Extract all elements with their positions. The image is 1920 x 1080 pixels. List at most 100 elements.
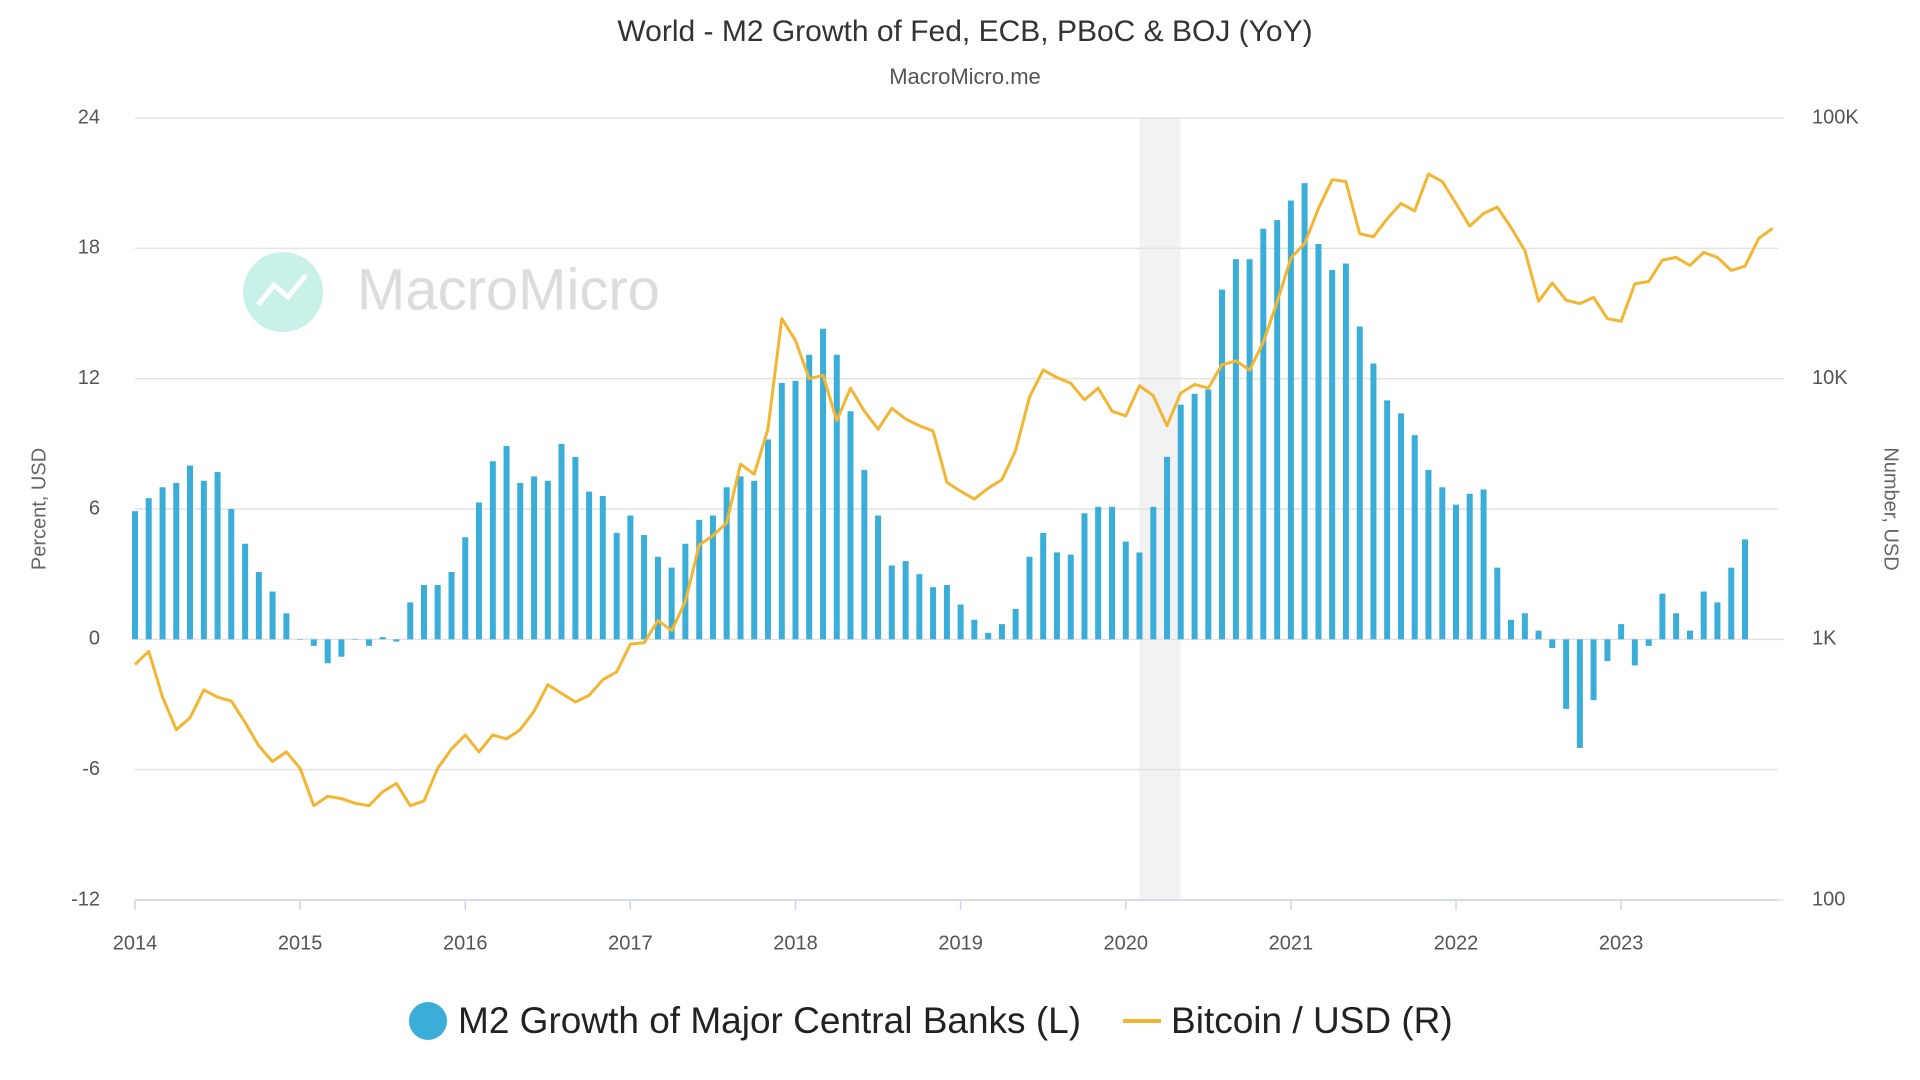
bar xyxy=(200,480,207,640)
x-tick-label: 2022 xyxy=(1434,932,1479,954)
bar xyxy=(1645,639,1652,646)
bar xyxy=(943,585,950,640)
bar xyxy=(1673,613,1680,640)
bar xyxy=(957,604,964,640)
bar xyxy=(627,515,634,640)
bar xyxy=(847,411,854,640)
bar xyxy=(1590,639,1597,701)
bar xyxy=(833,354,840,640)
chart-title: World - M2 Growth of Fed, ECB, PBoC & BO… xyxy=(617,15,1312,48)
bar xyxy=(283,613,290,640)
watermark: MacroMicro xyxy=(357,257,660,322)
bar xyxy=(985,632,992,640)
bar xyxy=(751,480,758,640)
x-tick-label: 2016 xyxy=(443,932,488,954)
bar xyxy=(214,472,221,640)
bar xyxy=(1260,228,1267,640)
y-tick-label: 0 xyxy=(89,628,100,650)
bar xyxy=(613,532,620,640)
bar xyxy=(1329,270,1336,640)
bar xyxy=(1081,513,1088,640)
bar xyxy=(778,383,785,640)
bar xyxy=(1507,619,1514,640)
bar-series xyxy=(132,183,1748,748)
bar xyxy=(1549,639,1556,649)
bar xyxy=(1342,263,1349,640)
bar xyxy=(861,469,868,640)
bar xyxy=(1246,259,1253,640)
bar xyxy=(1122,541,1129,640)
bar xyxy=(434,585,441,640)
bar xyxy=(159,487,166,640)
bar xyxy=(1136,552,1143,640)
bar xyxy=(1521,613,1528,640)
bar xyxy=(255,571,262,640)
bar xyxy=(558,443,565,640)
bar xyxy=(572,456,579,640)
legend-marker xyxy=(409,1002,447,1040)
bar xyxy=(1700,591,1707,640)
bar xyxy=(489,461,496,640)
bar xyxy=(930,587,937,640)
bar xyxy=(916,574,923,640)
bar xyxy=(806,354,813,640)
bar xyxy=(420,585,427,640)
bar xyxy=(1012,608,1019,640)
bar xyxy=(1535,630,1542,640)
watermark-logo-icon xyxy=(256,273,308,307)
bar xyxy=(888,565,895,640)
bar xyxy=(1411,435,1418,640)
bar xyxy=(1604,639,1611,662)
bar xyxy=(1741,539,1748,640)
bar xyxy=(1026,556,1033,640)
bar xyxy=(1384,400,1391,640)
x-tick-label: 2014 xyxy=(113,932,158,954)
bar xyxy=(173,482,180,640)
bar xyxy=(1109,506,1116,640)
y-tick-label: -6 xyxy=(82,758,100,780)
bar xyxy=(1728,567,1735,640)
bar xyxy=(1631,639,1638,666)
bar xyxy=(709,515,716,640)
bar xyxy=(1563,639,1570,709)
bar xyxy=(1205,389,1212,640)
bar xyxy=(310,639,317,646)
legend-label: M2 Growth of Major Central Banks (L) xyxy=(458,1000,1081,1041)
x-tick-label: 2019 xyxy=(938,932,983,954)
y2-tick-label: 1K xyxy=(1812,628,1837,650)
bar xyxy=(531,476,538,640)
bar xyxy=(1618,624,1625,640)
y-tick-label: 6 xyxy=(89,497,100,519)
bar xyxy=(599,495,606,640)
y2-tick-label: 10K xyxy=(1812,367,1848,389)
bar xyxy=(1686,630,1693,640)
x-tick-label: 2017 xyxy=(608,932,653,954)
bar xyxy=(1480,489,1487,640)
chart-subtitle: MacroMicro.me xyxy=(889,64,1041,89)
y2-axis-label: Number, USD xyxy=(1880,447,1902,570)
bar xyxy=(324,639,331,664)
legend-label: Bitcoin / USD (R) xyxy=(1171,1000,1453,1041)
y-axis-label: Percent, USD xyxy=(28,448,50,570)
bar xyxy=(1439,487,1446,640)
bar xyxy=(517,482,524,640)
y-tick-label: -12 xyxy=(71,888,100,910)
bar xyxy=(1453,504,1460,640)
bar xyxy=(1191,393,1198,640)
y-tick-label: 24 xyxy=(78,106,100,128)
bar xyxy=(407,602,414,640)
bar xyxy=(1053,552,1060,640)
bar xyxy=(365,639,372,646)
bar xyxy=(1164,456,1171,640)
bar xyxy=(297,639,304,640)
bar xyxy=(1067,554,1074,640)
bar xyxy=(544,480,551,640)
bar xyxy=(242,543,249,640)
bar xyxy=(764,439,771,640)
bar xyxy=(1714,602,1721,640)
bar xyxy=(902,561,909,640)
bar xyxy=(475,502,482,640)
bar xyxy=(654,556,661,640)
